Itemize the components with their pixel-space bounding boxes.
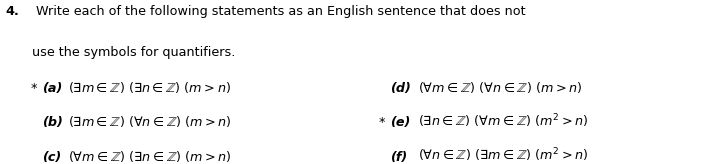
Text: use the symbols for quantifiers.: use the symbols for quantifiers.: [32, 46, 235, 59]
Text: (d): (d): [390, 82, 411, 95]
Text: ($\exists m \in \mathbb{Z}$) ($\forall n \in \mathbb{Z}$) ($m > n$): ($\exists m \in \mathbb{Z}$) ($\forall n…: [68, 114, 232, 129]
Text: ($\forall n \in \mathbb{Z}$) ($\exists m \in \mathbb{Z}$) ($m^2 > n$): ($\forall n \in \mathbb{Z}$) ($\exists m…: [418, 147, 589, 164]
Text: ($\forall m \in \mathbb{Z}$) ($\forall n \in \mathbb{Z}$) ($m > n$): ($\forall m \in \mathbb{Z}$) ($\forall n…: [418, 80, 582, 95]
Text: ($\exists m \in \mathbb{Z}$) ($\exists n \in \mathbb{Z}$) ($m > n$): ($\exists m \in \mathbb{Z}$) ($\exists n…: [68, 80, 232, 95]
Text: *: *: [31, 82, 37, 95]
Text: ($\forall m \in \mathbb{Z}$) ($\exists n \in \mathbb{Z}$) ($m > n$): ($\forall m \in \mathbb{Z}$) ($\exists n…: [68, 149, 232, 164]
Text: (e): (e): [390, 116, 411, 129]
Text: Write each of the following statements as an English sentence that does not: Write each of the following statements a…: [32, 5, 526, 18]
Text: (f): (f): [390, 151, 408, 164]
Text: 4.: 4.: [6, 5, 19, 18]
Text: ($\exists n \in \mathbb{Z}$) ($\forall m \in \mathbb{Z}$) ($m^2 > n$): ($\exists n \in \mathbb{Z}$) ($\forall m…: [418, 112, 589, 130]
Text: (b): (b): [42, 116, 63, 129]
Text: *: *: [379, 116, 385, 129]
Text: (c): (c): [42, 151, 61, 164]
Text: (a): (a): [42, 82, 62, 95]
